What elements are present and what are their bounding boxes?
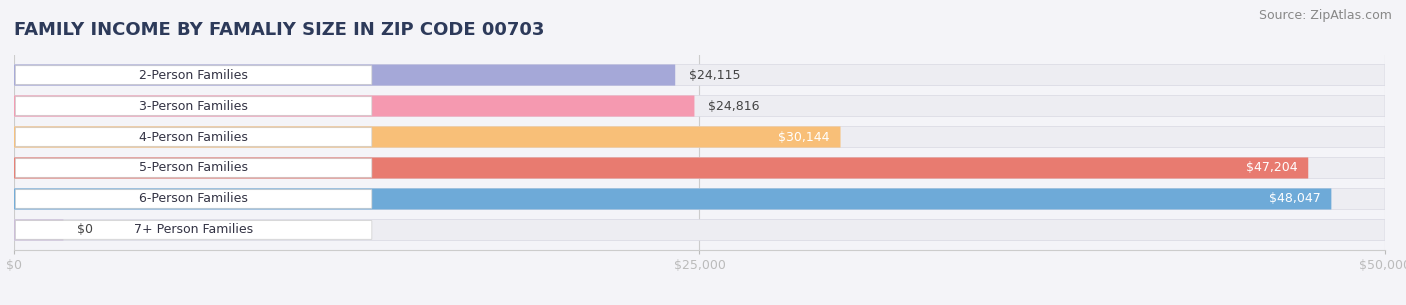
Text: 6-Person Families: 6-Person Families (139, 192, 247, 206)
Text: 5-Person Families: 5-Person Families (139, 161, 247, 174)
Text: $24,816: $24,816 (709, 99, 759, 113)
Text: FAMILY INCOME BY FAMALIY SIZE IN ZIP CODE 00703: FAMILY INCOME BY FAMALIY SIZE IN ZIP COD… (14, 21, 544, 39)
FancyBboxPatch shape (14, 127, 841, 148)
Text: 3-Person Families: 3-Person Families (139, 99, 247, 113)
Text: $48,047: $48,047 (1268, 192, 1320, 206)
FancyBboxPatch shape (15, 159, 371, 177)
FancyBboxPatch shape (14, 64, 675, 86)
FancyBboxPatch shape (14, 64, 1385, 86)
Text: 7+ Person Families: 7+ Person Families (134, 224, 253, 236)
FancyBboxPatch shape (14, 219, 63, 241)
FancyBboxPatch shape (14, 188, 1331, 210)
FancyBboxPatch shape (15, 221, 371, 239)
Text: Source: ZipAtlas.com: Source: ZipAtlas.com (1258, 9, 1392, 22)
Text: $24,115: $24,115 (689, 69, 741, 81)
FancyBboxPatch shape (14, 127, 1385, 148)
FancyBboxPatch shape (14, 95, 695, 117)
FancyBboxPatch shape (15, 190, 371, 208)
FancyBboxPatch shape (15, 97, 371, 115)
Text: 2-Person Families: 2-Person Families (139, 69, 247, 81)
Text: 4-Person Families: 4-Person Families (139, 131, 247, 144)
FancyBboxPatch shape (15, 66, 371, 84)
FancyBboxPatch shape (14, 219, 1385, 241)
Text: $47,204: $47,204 (1246, 161, 1298, 174)
FancyBboxPatch shape (14, 188, 1385, 210)
FancyBboxPatch shape (15, 128, 371, 146)
FancyBboxPatch shape (14, 157, 1385, 178)
Text: $30,144: $30,144 (778, 131, 830, 144)
Text: $0: $0 (77, 224, 93, 236)
FancyBboxPatch shape (14, 157, 1308, 178)
FancyBboxPatch shape (14, 95, 1385, 117)
